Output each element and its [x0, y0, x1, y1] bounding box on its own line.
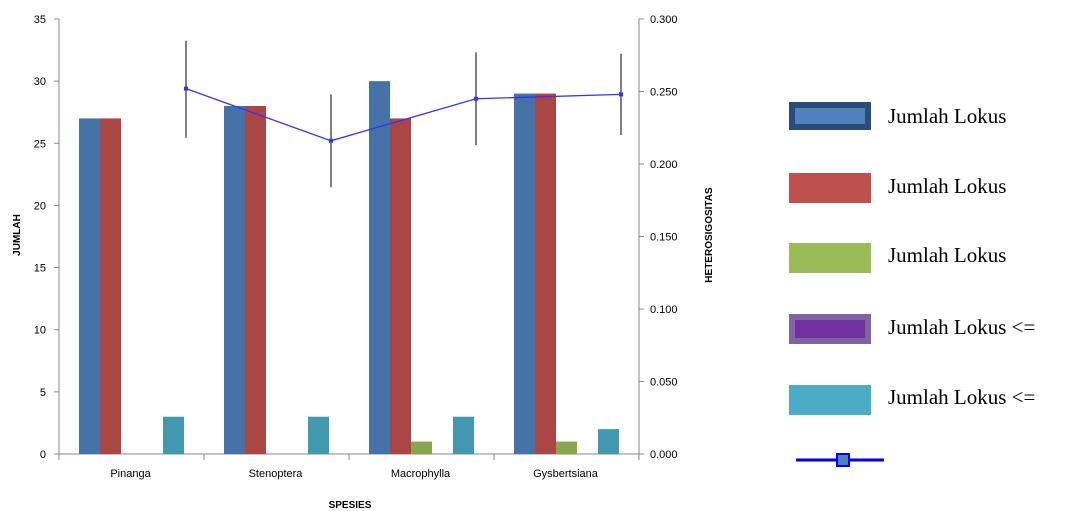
x-tick-label: Macrophylla: [391, 468, 451, 480]
y-tick-label: 5: [40, 387, 46, 399]
legend-swatch-inner: [795, 108, 865, 124]
y-axis-title: JUMLAH: [12, 214, 23, 256]
legend-label: Jumlah Lokus <=: [888, 385, 1035, 409]
bar: [308, 416, 329, 454]
bar: [79, 118, 100, 454]
x-axis-title: SPESIES: [329, 500, 372, 511]
line-path: [185, 87, 622, 142]
legend-item: Jumlah Lokus <=: [789, 385, 1035, 415]
bar: [369, 81, 390, 455]
legend-swatch: [789, 385, 871, 415]
legend-swatch: [789, 173, 871, 203]
x-tick-label: Pinanga: [110, 468, 151, 480]
x-tick-label: Stenoptera: [249, 468, 304, 480]
heterozygosity-line: [184, 40, 623, 188]
legend-label: Jumlah Lokus: [888, 243, 1006, 267]
y-tick-label: 30: [34, 76, 46, 88]
line-point: [184, 86, 188, 91]
tick-labels: 0 5 10 15 20 25 30 35 0.000 0.050 0.100 0.150 0.200 0…: [34, 14, 678, 480]
bars: [79, 81, 619, 455]
bar: [245, 106, 266, 454]
line-point: [619, 92, 623, 97]
bar: [224, 106, 245, 454]
line-point: [474, 96, 478, 101]
bar: [598, 429, 619, 454]
legend-item: Jumlah Lokus <=: [789, 314, 1035, 344]
legend-label: Jumlah Lokus <=: [888, 315, 1035, 339]
y2-tick-label: 0.200: [650, 159, 678, 171]
legend-swatch: [789, 243, 871, 273]
y2-tick-label: 0.250: [650, 87, 678, 99]
bar: [556, 441, 577, 454]
y2-tick-label: 0.050: [650, 377, 678, 389]
line-point: [329, 138, 333, 143]
y-tick-label: 10: [34, 325, 46, 337]
legend-item: Jumlah Lokus: [789, 243, 1006, 273]
y-tick-label: 35: [34, 14, 46, 26]
legend-item: Jumlah Lokus: [789, 173, 1006, 203]
y-tick-label: 15: [34, 263, 46, 275]
bar: [535, 93, 556, 455]
y2-tick-label: 0.000: [650, 449, 678, 461]
y2-axis-title: HETEROSIGOSITAS: [704, 187, 715, 283]
y-tick-label: 25: [34, 138, 46, 150]
legend-item: Jumlah Lokus: [789, 102, 1006, 130]
y2-tick-label: 0.150: [650, 232, 678, 244]
bar: [453, 416, 474, 454]
bar: [411, 441, 432, 454]
axes: [54, 18, 644, 460]
y2-tick-label: 0.300: [650, 14, 678, 26]
bar: [514, 93, 535, 455]
x-tick-label: Gysbertsiana: [533, 468, 599, 480]
legend-item-line: [796, 453, 884, 467]
y2-tick-label: 0.100: [650, 304, 678, 316]
legend: Jumlah Lokus Jumlah Lokus Jumlah Lokus J…: [789, 102, 1035, 467]
bar: [163, 416, 184, 454]
legend-label: Jumlah Lokus: [888, 104, 1006, 128]
legend-label: Jumlah Lokus: [888, 174, 1006, 198]
legend-line-marker: [836, 453, 850, 467]
y-tick-label: 20: [34, 200, 46, 212]
legend-swatch-inner: [795, 320, 865, 338]
bar: [390, 118, 411, 454]
bar: [100, 118, 121, 454]
y-tick-label: 0: [40, 449, 46, 461]
